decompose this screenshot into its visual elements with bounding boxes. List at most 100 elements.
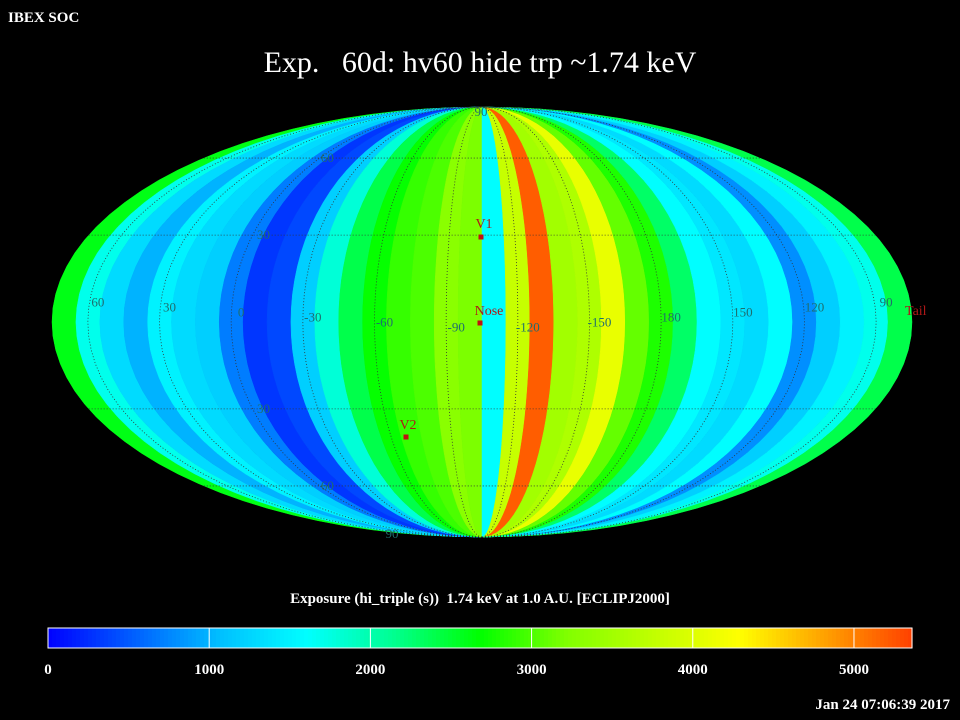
colorbar-swatch (428, 628, 433, 648)
colorbar-swatch (544, 628, 549, 648)
colorbar-swatch (208, 628, 213, 648)
longitude-label: -30 (304, 310, 321, 325)
colorbar-swatch (380, 628, 385, 648)
colorbar-swatch (756, 628, 761, 648)
colorbar-swatch (840, 628, 845, 648)
longitude-label: -90 (447, 320, 464, 335)
colorbar-swatch (628, 628, 633, 648)
colorbar-swatch (536, 628, 541, 648)
colorbar-swatch (800, 628, 805, 648)
colorbar-swatch (436, 628, 441, 648)
colorbar-swatch (256, 628, 261, 648)
colorbar-swatch (496, 628, 501, 648)
colorbar-swatch (136, 628, 141, 648)
meridian (481, 106, 877, 538)
colorbar-swatch (624, 628, 629, 648)
colorbar-swatch (560, 628, 565, 648)
colorbar-swatch (396, 628, 401, 648)
colorbar-swatch (180, 628, 185, 648)
colorbar-swatch (620, 628, 625, 648)
colorbar-tick-label: 4000 (678, 662, 708, 678)
colorbar-swatch (760, 628, 765, 648)
colorbar-swatch (772, 628, 777, 648)
colorbar-swatch (152, 628, 157, 648)
colorbar-swatch (376, 628, 381, 648)
colorbar-swatch (604, 628, 609, 648)
sky-map: 60 30 0 -30 -60 -90 -120 -150 180 150 120 90 90 60 30 3… (51, 104, 927, 541)
colorbar-swatch (520, 628, 525, 648)
colorbar-swatch (876, 628, 881, 648)
colorbar-swatch (568, 628, 573, 648)
colorbar-swatch (400, 628, 405, 648)
colorbar-swatch (884, 628, 889, 648)
colorbar-swatch (120, 628, 125, 648)
colorbar-swatch (512, 628, 517, 648)
meridian (87, 106, 483, 538)
latitude-label: 30 (257, 227, 270, 242)
colorbar-swatch (668, 628, 673, 648)
colorbar-swatch (116, 628, 121, 648)
colorbar-swatch (572, 628, 577, 648)
colorbar-swatch (464, 628, 469, 648)
colorbar-swatch (164, 628, 169, 648)
colorbar-swatch (124, 628, 129, 648)
latitude-label: 60 (321, 478, 334, 493)
longitude-label: -60 (376, 315, 393, 330)
colorbar-swatch (584, 628, 589, 648)
colorbar-swatch (356, 628, 361, 648)
colorbar-swatch (808, 628, 813, 648)
colorbar-swatch (344, 628, 349, 648)
title: Exp. 60d: hv60 hide trp ~1.74 keV (264, 46, 697, 79)
longitude-label: 150 (733, 305, 753, 320)
colorbar-swatch (160, 628, 165, 648)
colorbar-swatch (128, 628, 133, 648)
colorbar-swatch (832, 628, 837, 648)
colorbar-swatch (292, 628, 297, 648)
colorbar-tick-label: 0 (44, 662, 52, 678)
colorbar-swatch (340, 628, 345, 648)
colorbar-swatch (616, 628, 621, 648)
colorbar-swatch (776, 628, 781, 648)
colorbar-swatch (108, 628, 113, 648)
colorbar-swatch (764, 628, 769, 648)
colorbar-swatch (320, 628, 325, 648)
longitude-label: -150 (588, 315, 612, 330)
colorbar-swatch (172, 628, 177, 648)
colorbar-swatch (84, 628, 89, 648)
colorbar-swatch (804, 628, 809, 648)
colorbar-swatch (284, 628, 289, 648)
colorbar-swatch (716, 628, 721, 648)
colorbar-swatch (824, 628, 829, 648)
colorbar-swatch (476, 628, 481, 648)
colorbar-swatch (708, 628, 713, 648)
colorbar-swatch (500, 628, 505, 648)
colorbar-swatch (660, 628, 665, 648)
colorbar-swatch (196, 628, 201, 648)
colorbar: 0 1000 2000 3000 4000 5000 (44, 627, 913, 678)
colorbar-swatch (104, 628, 109, 648)
colorbar-swatch (364, 628, 369, 648)
colorbar-swatch (744, 628, 749, 648)
colorbar-tick-label: 1000 (194, 662, 224, 678)
colorbar-swatch (556, 628, 561, 648)
colorbar-swatch (252, 628, 257, 648)
colorbar-swatch (244, 628, 249, 648)
colorbar-swatch (96, 628, 101, 648)
colorbar-swatch (780, 628, 785, 648)
colorbar-swatch (112, 628, 117, 648)
colorbar-swatch (480, 628, 485, 648)
colorbar-swatch (384, 628, 389, 648)
colorbar-swatch (188, 628, 193, 648)
colorbar-swatch (548, 628, 553, 648)
colorbar-swatch (456, 628, 461, 648)
colorbar-swatch (484, 628, 489, 648)
colorbar-swatch (80, 628, 85, 648)
colorbar-swatch (904, 628, 909, 648)
colorbar-swatch (540, 628, 545, 648)
colorbar-swatch (360, 628, 365, 648)
colorbar-swatch (732, 628, 737, 648)
colorbar-swatch (408, 628, 413, 648)
colorbar-tick-label: 2000 (355, 662, 385, 678)
colorbar-swatch (372, 628, 377, 648)
